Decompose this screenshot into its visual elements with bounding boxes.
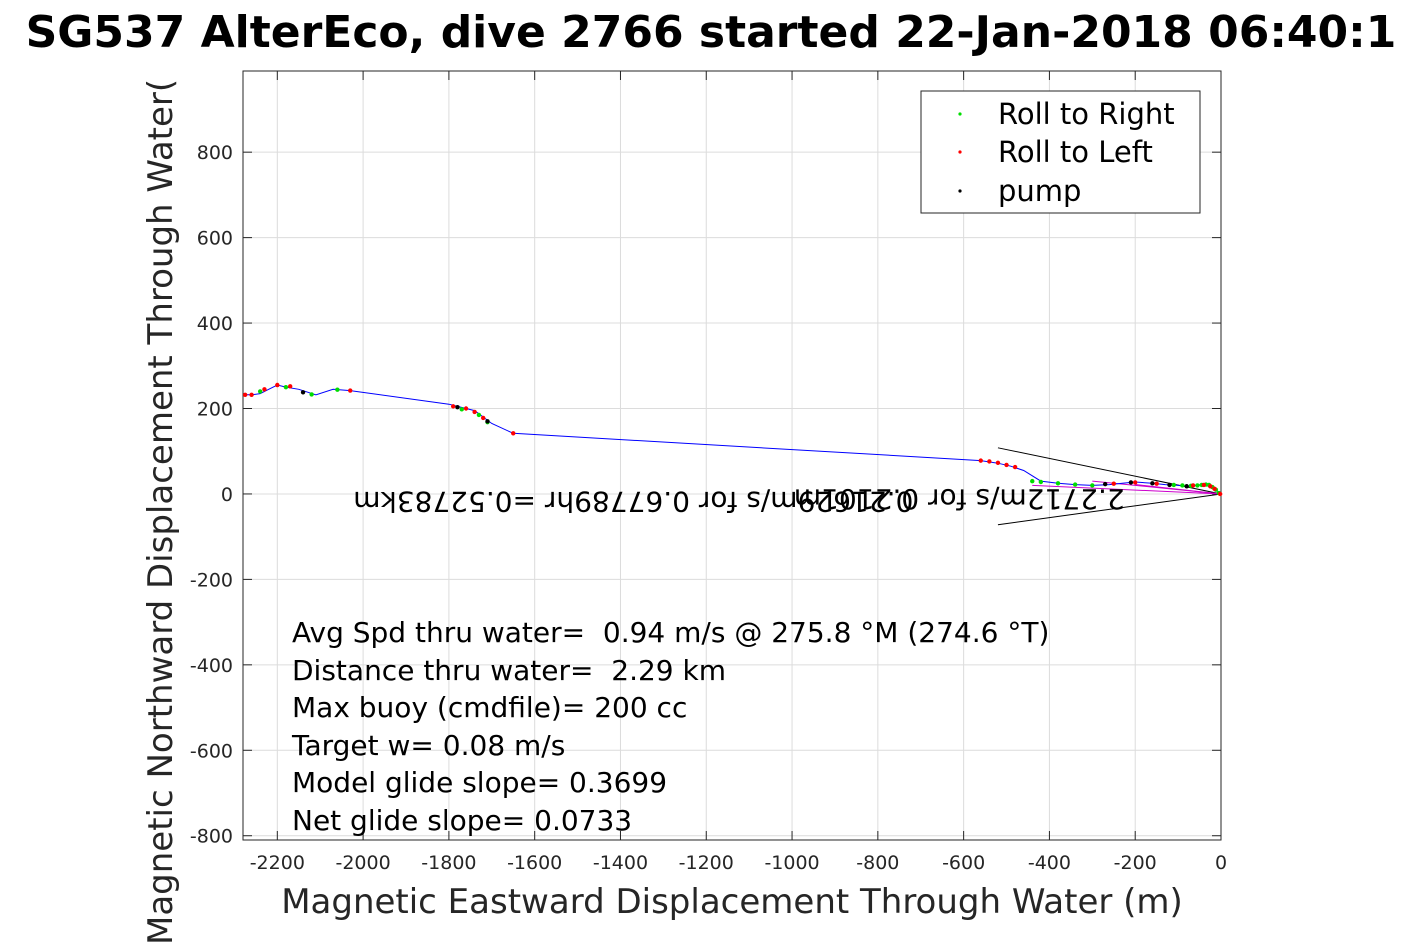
pump-point — [485, 419, 490, 424]
roll-left-point — [287, 384, 293, 389]
y-tick-label: 600 — [197, 228, 233, 250]
roll-right-point — [1072, 482, 1078, 487]
roll-right-point — [309, 392, 314, 397]
flipped-annotation: 2.2712m/s for 0.2101m — [794, 483, 1125, 516]
chart-title: SG537 AlterEco, dive 2766 started 22-Jan… — [26, 7, 1397, 58]
x-tick-label: -1000 — [764, 852, 819, 874]
roll-left-point — [463, 406, 469, 411]
y-tick-label: -400 — [190, 655, 233, 677]
legend-marker-roll-right — [958, 112, 962, 116]
x-tick-label: -1200 — [679, 852, 734, 874]
roll-right-point — [459, 407, 464, 412]
roll-left-point — [481, 415, 486, 421]
annotation-model-glide-slope: Model glide slope= 0.3699 — [292, 766, 667, 799]
x-tick-label: -400 — [1028, 852, 1071, 874]
x-tick-label: 0 — [1215, 852, 1227, 874]
x-tick-label: -2200 — [250, 852, 305, 874]
roll-left-point — [1201, 482, 1207, 488]
roll-left-point — [1154, 481, 1159, 486]
roll-left-point — [511, 431, 516, 436]
y-tick-label: 200 — [197, 399, 233, 421]
legend-marker-roll-left — [958, 150, 962, 154]
roll-left-point — [275, 382, 280, 388]
roll-left-point — [995, 460, 1001, 465]
x-tick-label: -1600 — [507, 852, 562, 874]
y-axis-label: Magnetic Northward Displacement Through … — [141, 79, 181, 945]
axes-box — [242, 70, 1222, 841]
legend-label-roll-right: Roll to Right — [998, 97, 1175, 131]
legend-label-pump: pump — [998, 174, 1081, 208]
roll-right-point — [335, 387, 340, 392]
annotation-net-glide-slope: Net glide slope= 0.0733 — [292, 804, 632, 837]
drift-line — [1135, 484, 1222, 495]
roll-left-point — [987, 459, 992, 464]
roll-left-point — [978, 458, 983, 463]
annotation-max-buoy: Max buoy (cmdfile)= 200 cc — [292, 691, 687, 724]
x-tick-label: -1400 — [593, 852, 648, 874]
annotation-target-w: Target w= 0.08 m/s — [291, 729, 565, 762]
y-tick-label: -800 — [190, 826, 233, 848]
roll-right-point — [257, 389, 263, 394]
flipped-annotations: 0.21629m/s for 0.67789hr =0.52783km2.271… — [353, 483, 1124, 518]
x-tick-label: -2000 — [335, 852, 390, 874]
annotation-avg-speed: Avg Spd thru water= 0.94 m/s @ 275.8 °M … — [292, 616, 1049, 649]
flipped-annotation: 0.21629m/s for 0.67789hr =0.52783km — [353, 485, 913, 518]
x-tick-label: -1800 — [421, 852, 476, 874]
roll-left-point — [1004, 462, 1009, 468]
roll-left-point — [1133, 480, 1138, 485]
roll-right-point — [283, 384, 289, 390]
roll-right-point — [1038, 479, 1044, 485]
roll-left-point — [1212, 486, 1217, 492]
roll-right-point — [1055, 481, 1061, 486]
markers — [242, 382, 1223, 497]
roll-left-point — [1012, 464, 1018, 470]
pump-point — [1150, 481, 1155, 486]
pump-point — [1184, 484, 1189, 489]
roll-left-point — [1190, 483, 1196, 488]
drift-line — [1032, 484, 1222, 495]
pump-point — [455, 405, 460, 410]
ticks: -2200 -2000 -1800 -1600 -1400 -1200 -1000 -800-… — [190, 71, 1227, 874]
roll-right-point — [1090, 483, 1095, 488]
legend-box — [920, 90, 1201, 214]
roll-left-point — [1111, 481, 1116, 486]
y-tick-label: -600 — [190, 740, 233, 762]
roll-left-point — [242, 392, 248, 398]
x-axis-label: Magnetic Eastward Displacement Through W… — [281, 882, 1183, 922]
legend: Roll to Right Roll to Left pump — [920, 90, 1201, 214]
pump-point — [1128, 480, 1134, 485]
y-tick-label: 800 — [197, 142, 233, 164]
roll-left-point — [348, 388, 353, 393]
annotation-distance: Distance thru water= 2.29 km — [292, 654, 726, 687]
y-tick-label: 400 — [197, 313, 233, 335]
current-vector-line — [997, 493, 1222, 526]
roll-left-point — [1217, 491, 1223, 497]
roll-left-point — [262, 387, 267, 392]
legend-label-roll-left: Roll to Left — [998, 135, 1153, 169]
y-tick-label: 0 — [221, 484, 233, 506]
roll-right-point — [1180, 483, 1185, 488]
x-tick-label: -600 — [942, 852, 985, 874]
roll-left-point — [249, 392, 254, 398]
pump-point — [300, 390, 306, 395]
x-tick-label: -800 — [856, 852, 899, 874]
legend-marker-pump — [958, 189, 962, 193]
roll-right-point — [1195, 483, 1200, 488]
pump-point — [1167, 482, 1172, 488]
pump-point — [1102, 481, 1108, 487]
roll-left-point — [1208, 484, 1213, 489]
x-tick-label: -200 — [1114, 852, 1157, 874]
roll-left-point — [450, 404, 456, 409]
roll-right-point — [1030, 478, 1035, 484]
roll-right-point — [1171, 482, 1177, 488]
roll-right-point — [476, 412, 482, 418]
roll-left-point — [472, 409, 477, 415]
y-tick-label: -200 — [190, 569, 233, 591]
annotations: Avg Spd thru water= 0.94 m/s @ 275.8 °M … — [291, 616, 1049, 837]
